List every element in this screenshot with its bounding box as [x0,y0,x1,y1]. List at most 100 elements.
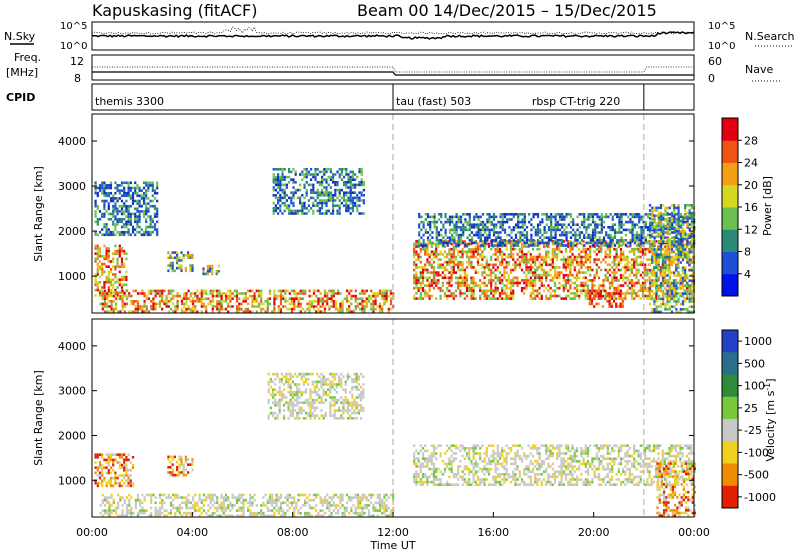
power-cell [341,305,344,308]
power-cell [121,297,124,300]
power-cell [417,297,420,300]
power-cell [457,268,460,272]
power-cell [349,170,352,174]
velocity-cell [328,496,331,499]
power-cell [628,273,631,277]
power-cell [657,286,660,290]
power-cell [527,284,530,287]
power-cell [288,170,291,174]
power-cell [569,231,573,234]
power-cell [481,233,485,237]
power-cell [187,297,190,300]
power-cell [600,245,603,248]
power-cell [610,292,613,295]
power-cell [536,241,540,245]
power-cell [468,247,471,251]
power-cell [205,307,208,311]
power-cell [553,266,557,269]
power-cell [118,278,121,281]
power-cell [679,222,682,225]
power-cell [688,258,691,262]
power-cell [501,279,504,282]
power-cell [586,286,590,290]
power-cell [457,284,460,287]
power-cell [578,289,581,293]
power-cell [430,279,433,282]
power-cell [492,271,495,274]
power-cell [143,294,146,298]
power-cell [421,266,425,269]
power-cell [497,220,500,224]
power-cell [439,297,442,300]
power-cell [578,241,581,245]
power-cell [668,219,671,223]
power-cell [426,250,429,254]
power-cell [622,239,625,242]
power-cell [558,239,562,242]
power-cell [363,300,366,303]
power-cell [156,181,159,185]
power-cell [512,276,515,280]
power-cell [677,227,680,230]
power-cell [477,223,480,226]
power-cell [129,197,132,200]
power-cell [668,261,671,264]
power-cell [483,266,486,269]
power-cell [307,170,310,174]
power-cell [424,242,427,246]
power-cell [686,261,689,264]
power-cell [419,292,422,295]
power-cell [507,260,510,264]
power-cell [116,223,119,226]
power-cell [583,218,586,221]
power-cell [503,220,507,224]
power-cell [662,261,665,264]
power-cell [151,220,154,224]
power-cell [141,305,144,308]
power-cell [540,281,543,285]
power-cell [455,226,458,229]
power-cell [492,226,496,229]
power-cell [435,231,438,234]
power-cell [145,194,148,198]
velocity-cell [101,498,104,502]
power-cell [529,255,532,259]
power-cell [541,218,544,221]
power-cell [657,279,660,282]
power-cell [556,220,559,224]
velocity-cell [216,498,219,502]
power-cell [562,258,565,261]
power-cell [147,233,150,237]
power-cell [419,297,422,300]
power-cell [123,310,126,313]
power-cell [105,228,108,231]
power-cell [116,262,119,266]
power-cell [211,300,214,303]
power-cell [451,220,454,224]
power-cell [615,297,618,300]
power-cell [354,201,357,205]
power-cell [571,292,574,295]
power-cell [638,213,641,216]
power-cell [108,292,111,295]
power-cell [530,236,533,239]
power-cell [112,204,115,208]
power-cell [686,233,689,237]
power-cell [479,244,482,247]
power-cell [312,201,315,205]
power-cell [220,305,223,308]
power-cell [662,258,665,262]
power-cell [142,194,146,198]
power-cell [605,244,608,247]
power-cell [415,284,418,287]
power-cell [426,279,429,282]
velocity-cell [205,498,208,502]
power-cell [105,281,108,284]
power-cell [617,255,620,259]
power-cell [284,300,287,303]
power-cell [277,181,280,184]
power-cell [547,228,551,232]
power-cell [134,181,137,185]
power-cell [334,173,337,176]
power-cell [145,230,148,234]
